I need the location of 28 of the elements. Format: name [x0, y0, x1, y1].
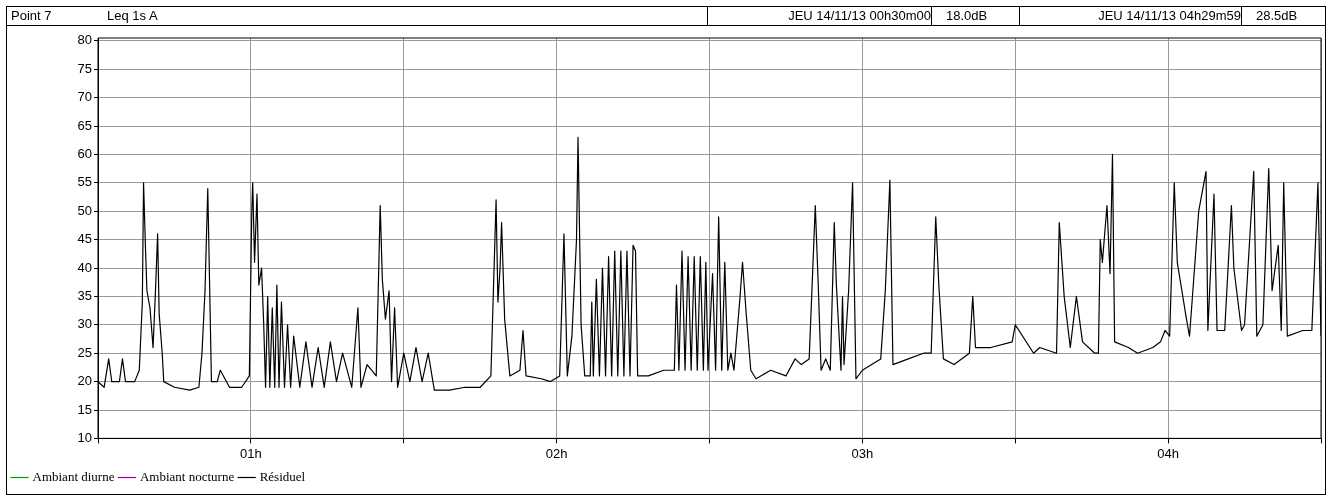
x-tick-label: 01h: [240, 445, 262, 461]
x-tick-label: 04h: [1157, 445, 1179, 461]
y-tick-label: 35: [77, 287, 92, 303]
legend-label: Ambiant diurne: [32, 468, 115, 484]
y-tick-label: 55: [77, 174, 92, 190]
x-tick-label: 03h: [851, 445, 874, 461]
y-tick-label: 15: [77, 401, 92, 417]
text: JEU 14/11/13 04h29m59: [1019, 7, 1241, 25]
y-tick-label: 20: [77, 373, 92, 389]
x-tick-label: 02h: [545, 445, 568, 461]
y-tick-label: 25: [77, 344, 92, 360]
y-tick-label: 60: [77, 146, 92, 162]
legend-label: Résiduel: [259, 468, 306, 484]
text: 28.5dB: [1241, 7, 1332, 25]
text: JEU 14/11/13 00h30m00: [707, 7, 931, 25]
y-tick-label: 40: [77, 259, 92, 275]
y-tick-label: 45: [77, 231, 92, 247]
text: Leq 1s A: [107, 7, 158, 25]
y-tick-label: 10: [77, 429, 92, 445]
legend-label: Ambiant nocturne: [139, 468, 235, 484]
y-tick-label: 30: [77, 316, 92, 332]
text: 18.0dB: [931, 7, 1029, 25]
text: Point 7: [11, 7, 52, 25]
y-tick-label: 65: [77, 117, 92, 133]
y-tick-label: 80: [77, 32, 92, 48]
y-tick-label: 75: [77, 60, 92, 76]
y-tick-label: 50: [77, 202, 92, 218]
y-tick-label: 70: [77, 89, 92, 105]
